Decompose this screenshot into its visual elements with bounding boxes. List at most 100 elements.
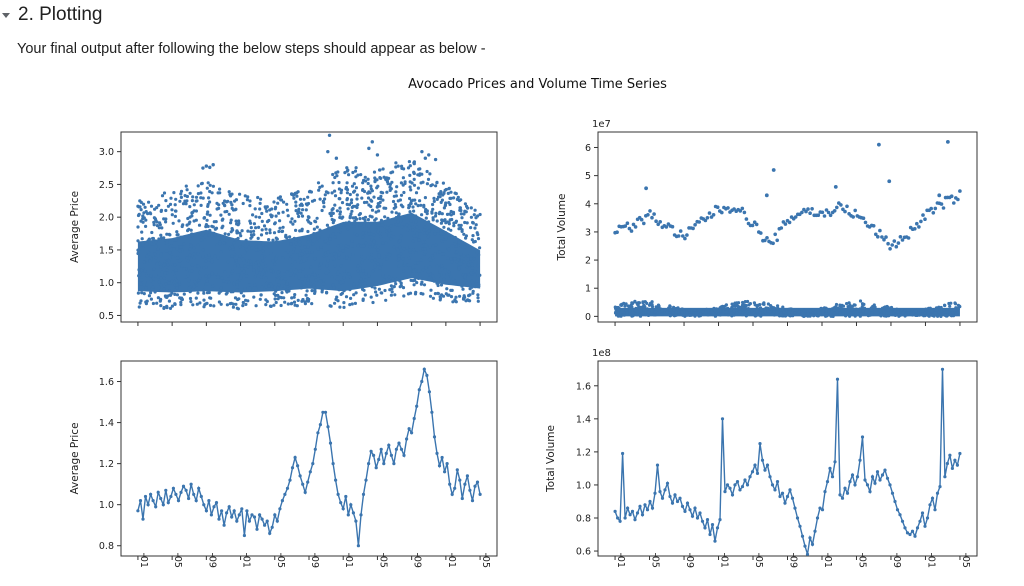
data-point (658, 490, 662, 494)
scatter-point (318, 228, 322, 232)
scatter-point (706, 313, 710, 317)
scatter-point (677, 309, 681, 314)
scatter-point (878, 228, 882, 233)
scatter-point (401, 257, 405, 261)
scatter-point (644, 186, 648, 191)
scatter-point (393, 293, 397, 297)
scatter-point (207, 233, 211, 237)
scatter-point (254, 215, 258, 219)
scatter-point (388, 288, 392, 292)
scatter-point (174, 197, 178, 201)
scatter-point (264, 264, 268, 268)
scatter-point (180, 297, 184, 302)
scatter-point (276, 286, 280, 290)
scatter-point (422, 205, 426, 209)
scatter-point (943, 313, 947, 317)
data-point (918, 519, 922, 523)
scatter-point (260, 272, 264, 276)
scatter-point (740, 303, 745, 307)
scatter-point (355, 233, 359, 237)
scatter-point (283, 277, 288, 281)
scatter-point (440, 218, 444, 222)
scatter-point (452, 224, 456, 228)
scatter-point (413, 261, 418, 265)
scatter-point (208, 200, 212, 204)
data-point (915, 526, 920, 530)
scatter-point (264, 245, 268, 249)
scatter-point (276, 270, 280, 274)
scatter-point (436, 292, 440, 296)
scatter-point (215, 207, 219, 211)
scatter-point (951, 314, 956, 318)
scatter-point (297, 214, 301, 219)
scatter-point (206, 181, 210, 185)
scatter-point (394, 282, 398, 286)
data-point (723, 490, 727, 494)
scatter-point (246, 195, 250, 199)
y-axis-label: Average Price (69, 191, 81, 263)
scatter-point (199, 203, 203, 207)
scatter-point (402, 190, 406, 195)
scatter-point (254, 248, 258, 252)
scatter-point (230, 203, 234, 207)
scatter-point (361, 231, 365, 235)
scatter-point (286, 302, 290, 306)
scatter-point (345, 181, 349, 185)
scatter-point (857, 309, 862, 313)
scatter-point (185, 194, 189, 199)
scatter-point (412, 269, 416, 273)
data-point (349, 503, 353, 507)
y-tick-label: 6 (585, 143, 591, 154)
scatter-point (257, 215, 262, 219)
data-point (775, 480, 780, 484)
scatter-point (849, 311, 853, 315)
data-point (623, 516, 627, 520)
scatter-point (441, 181, 445, 185)
data-point (920, 511, 925, 515)
scatter-point (342, 301, 346, 305)
scatter-point (939, 202, 944, 206)
scatter-point (923, 311, 927, 315)
data-point (748, 475, 752, 479)
scatter-point (414, 276, 418, 280)
scatter-point (237, 219, 241, 223)
scatter-point (139, 208, 143, 212)
scatter-point (305, 250, 309, 254)
scatter-point (948, 304, 952, 308)
data-point (828, 466, 832, 470)
scatter-point (639, 217, 644, 222)
scatter-point (312, 232, 316, 236)
scatter-point (204, 225, 208, 229)
data-point (422, 367, 426, 371)
scatter-point (358, 212, 362, 216)
scatter-point (348, 275, 352, 279)
scatter-point (342, 255, 346, 259)
scatter-point (459, 223, 463, 227)
scatter-point (360, 196, 364, 200)
scatter-point (385, 230, 389, 234)
scatter-point (473, 285, 477, 289)
scatter-point (314, 220, 318, 224)
scatter-point (451, 300, 455, 304)
scatter-point (396, 248, 400, 252)
data-point (242, 533, 246, 538)
data-point (318, 423, 322, 427)
scatter-point (379, 291, 383, 295)
scatter-point (325, 290, 329, 294)
scatter-point (341, 249, 345, 253)
scatter-point (333, 203, 337, 207)
data-point (613, 509, 617, 513)
caret-down-icon[interactable] (2, 12, 10, 18)
scatter-point (210, 255, 214, 259)
section-header[interactable]: 2. Plotting (0, 0, 103, 30)
data-point (463, 482, 467, 486)
y-tick-label: 2 (585, 256, 591, 267)
scatter-point (354, 166, 358, 170)
data-point (695, 516, 700, 520)
scatter-point (190, 263, 195, 267)
scatter-point (255, 271, 259, 275)
scatter-point (304, 208, 308, 212)
scatter-point (196, 291, 200, 295)
scatter-point (674, 310, 678, 314)
scatter-point (457, 266, 461, 270)
